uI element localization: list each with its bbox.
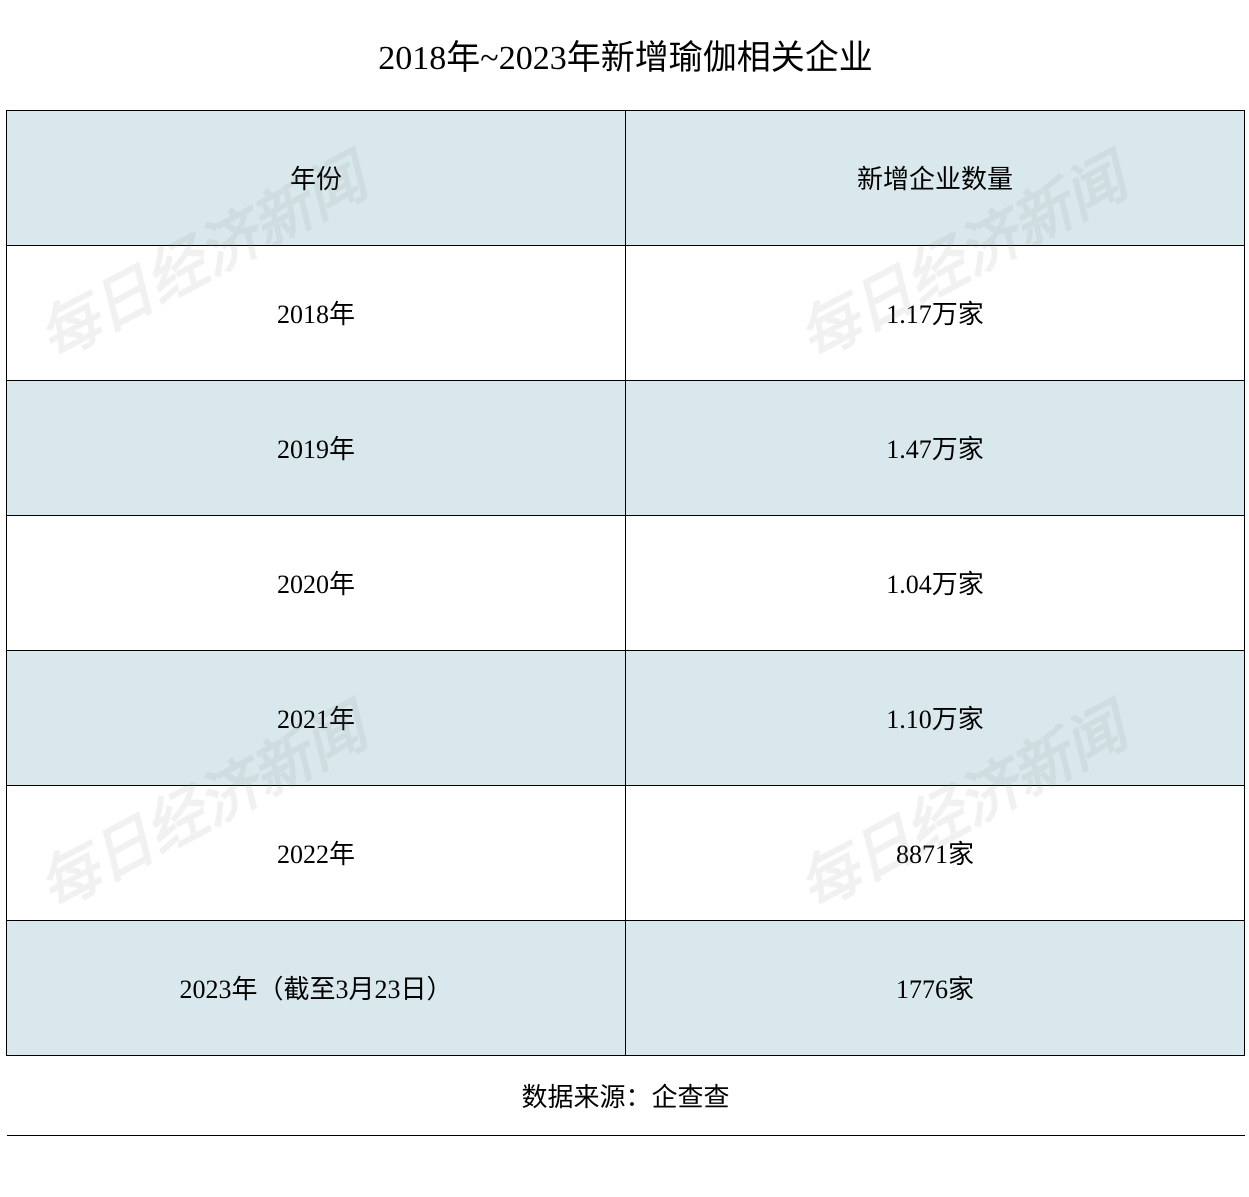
- cell-count: 8871家: [626, 785, 1245, 920]
- cell-count: 1.47万家: [626, 380, 1245, 515]
- table-row: 2020年 1.04万家: [7, 515, 1245, 650]
- cell-year: 2021年: [7, 650, 626, 785]
- table-title: 2018年~2023年新增瑜伽相关企业: [7, 0, 1245, 110]
- cell-year: 2020年: [7, 515, 626, 650]
- cell-year: 2018年: [7, 245, 626, 380]
- cell-count: 1.10万家: [626, 650, 1245, 785]
- table-header-row: 年份 新增企业数量: [7, 110, 1245, 245]
- cell-year: 2023年（截至3月23日）: [7, 920, 626, 1055]
- table-title-row: 2018年~2023年新增瑜伽相关企业: [7, 0, 1245, 110]
- table-source-row: 数据来源：企查查: [7, 1055, 1245, 1135]
- yoga-enterprises-table: 2018年~2023年新增瑜伽相关企业 年份 新增企业数量 2018年 1.17…: [6, 0, 1245, 1136]
- cell-year: 2022年: [7, 785, 626, 920]
- table-row: 2018年 1.17万家: [7, 245, 1245, 380]
- table-row: 2022年 8871家: [7, 785, 1245, 920]
- cell-count: 1776家: [626, 920, 1245, 1055]
- column-header-count: 新增企业数量: [626, 110, 1245, 245]
- column-header-year: 年份: [7, 110, 626, 245]
- cell-year: 2019年: [7, 380, 626, 515]
- table-row: 2023年（截至3月23日） 1776家: [7, 920, 1245, 1055]
- table-row: 2021年 1.10万家: [7, 650, 1245, 785]
- cell-count: 1.04万家: [626, 515, 1245, 650]
- data-source: 数据来源：企查查: [7, 1055, 1245, 1135]
- table-row: 2019年 1.47万家: [7, 380, 1245, 515]
- cell-count: 1.17万家: [626, 245, 1245, 380]
